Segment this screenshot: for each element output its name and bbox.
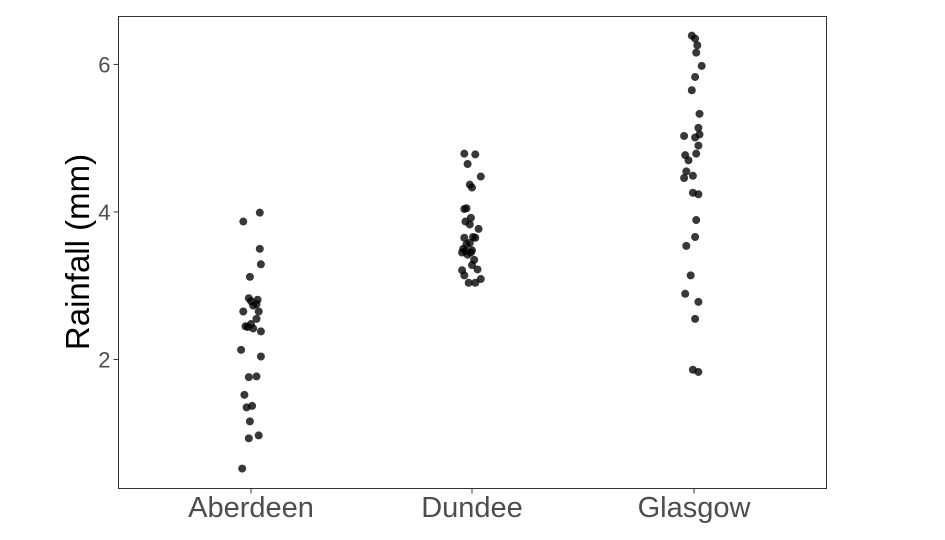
data-point-aberdeen	[256, 327, 265, 336]
data-point-glasgow	[694, 123, 703, 132]
data-point-aberdeen	[239, 307, 248, 316]
data-point-dundee	[460, 271, 469, 280]
data-point-dundee	[471, 233, 480, 242]
data-point-glasgow	[694, 190, 703, 199]
data-point-glasgow	[691, 34, 700, 43]
data-point-glasgow	[693, 41, 702, 50]
data-point-aberdeen	[249, 324, 258, 333]
data-point-aberdeen	[256, 260, 265, 269]
data-point-aberdeen	[254, 307, 263, 316]
data-point-dundee	[471, 150, 480, 159]
data-point-aberdeen	[237, 345, 246, 354]
data-point-glasgow	[694, 141, 703, 150]
data-point-dundee	[462, 204, 471, 213]
data-point-dundee	[465, 238, 474, 247]
data-point-glasgow	[692, 48, 701, 57]
data-point-aberdeen	[238, 464, 247, 473]
data-point-glasgow	[691, 72, 700, 81]
data-point-dundee	[476, 172, 485, 181]
data-point-glasgow	[694, 297, 703, 306]
data-point-glasgow	[697, 61, 706, 70]
data-point-aberdeen	[252, 372, 261, 381]
y-tick-label: 6	[98, 52, 110, 77]
data-point-glasgow	[695, 109, 704, 118]
y-axis-ticks: 2 4 6	[98, 52, 119, 372]
x-tick-label-glasgow: Glasgow	[638, 492, 752, 524]
data-point-dundee	[463, 250, 472, 259]
data-point-glasgow	[680, 131, 689, 140]
data-point-aberdeen	[256, 352, 265, 361]
data-point-aberdeen	[245, 272, 254, 281]
y-axis-title: Rainfall (mm)	[59, 154, 96, 350]
data-point-glasgow	[692, 149, 701, 158]
data-point-glasgow	[692, 216, 701, 225]
data-point-aberdeen	[255, 208, 264, 217]
data-point-glasgow	[691, 314, 700, 323]
data-point-glasgow	[691, 233, 700, 242]
data-point-aberdeen	[245, 417, 254, 426]
data-point-glasgow	[682, 241, 691, 250]
data-point-aberdeen	[248, 401, 257, 410]
data-point-glasgow	[694, 367, 703, 376]
data-point-dundee	[460, 233, 469, 242]
data-point-glasgow	[681, 289, 690, 298]
data-point-glasgow	[684, 156, 693, 165]
data-point-glasgow	[691, 133, 700, 142]
data-point-aberdeen	[255, 244, 264, 253]
data-point-dundee	[464, 278, 473, 287]
x-axis-ticks: Aberdeen Dundee Glasgow	[188, 488, 752, 524]
y-tick-label: 2	[98, 347, 110, 372]
data-point-aberdeen	[254, 431, 263, 440]
data-point-aberdeen	[239, 217, 248, 226]
data-point-glasgow	[682, 167, 691, 176]
data-point-dundee	[463, 160, 472, 168]
data-point-aberdeen	[244, 373, 253, 382]
data-point-aberdeen	[252, 300, 261, 309]
x-tick-label-aberdeen: Aberdeen	[188, 492, 314, 524]
data-point-aberdeen	[252, 314, 261, 323]
data-point-dundee	[474, 224, 483, 233]
data-point-glasgow	[680, 174, 689, 183]
data-point-dundee	[468, 183, 476, 192]
x-tick-label-dundee: Dundee	[421, 492, 523, 524]
data-point-aberdeen	[244, 434, 253, 443]
data-point-dundee	[468, 261, 476, 270]
data-point-glasgow	[686, 271, 695, 280]
data-point-dundee	[473, 265, 482, 274]
data-point-dundee	[465, 220, 474, 229]
data-points	[237, 31, 706, 473]
data-point-dundee	[471, 278, 480, 287]
data-point-aberdeen	[240, 390, 249, 399]
data-point-dundee	[460, 149, 469, 158]
data-point-glasgow	[688, 171, 697, 180]
data-point-glasgow	[687, 86, 696, 95]
y-tick-label: 4	[98, 200, 110, 225]
